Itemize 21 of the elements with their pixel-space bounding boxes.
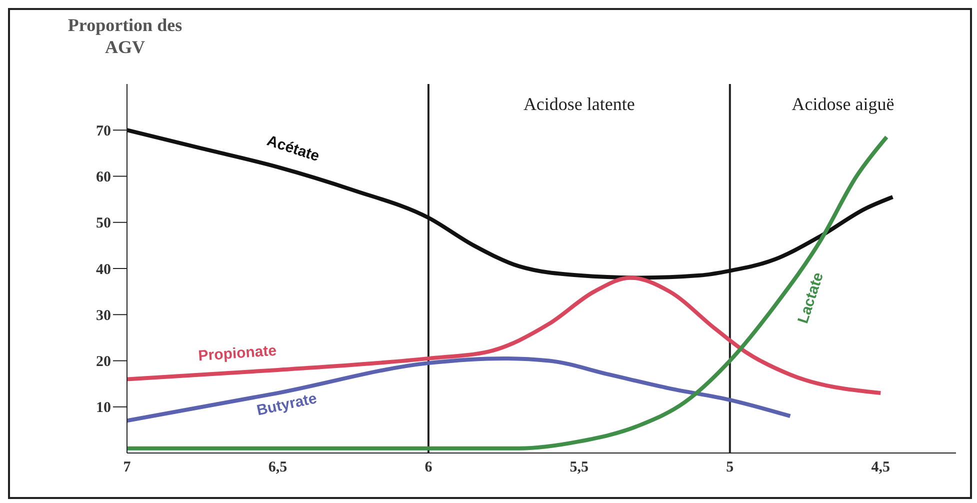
y-tick-label: 20 <box>96 354 111 370</box>
y-tick-label: 10 <box>96 400 111 416</box>
line-series <box>127 135 889 450</box>
x-tick-label: 4,5 <box>871 460 890 476</box>
x-tick-label: 5 <box>726 460 734 476</box>
y-tick-label: 60 <box>96 170 111 186</box>
x-tick-label: 6,5 <box>268 460 288 476</box>
x-tick-label: 7 <box>123 460 132 476</box>
annotation: Acidose aiguë <box>790 94 896 115</box>
y-tick-label: 50 <box>96 216 111 232</box>
annotation: Acidose latente <box>522 94 636 115</box>
series-label: Propionate <box>198 342 278 365</box>
x-tick-label: 5,5 <box>570 460 589 476</box>
y-tick-label: 40 <box>96 262 111 278</box>
text: Butyrate <box>255 390 318 420</box>
y-tick-label: 70 <box>96 123 111 140</box>
x-tick-label: 6 <box>424 460 433 476</box>
text: Lactate <box>794 270 828 326</box>
y-tick-label: 30 <box>96 308 111 324</box>
text: Acétate <box>264 132 322 166</box>
y-axis-title: Proportion des AGV <box>66 14 184 58</box>
